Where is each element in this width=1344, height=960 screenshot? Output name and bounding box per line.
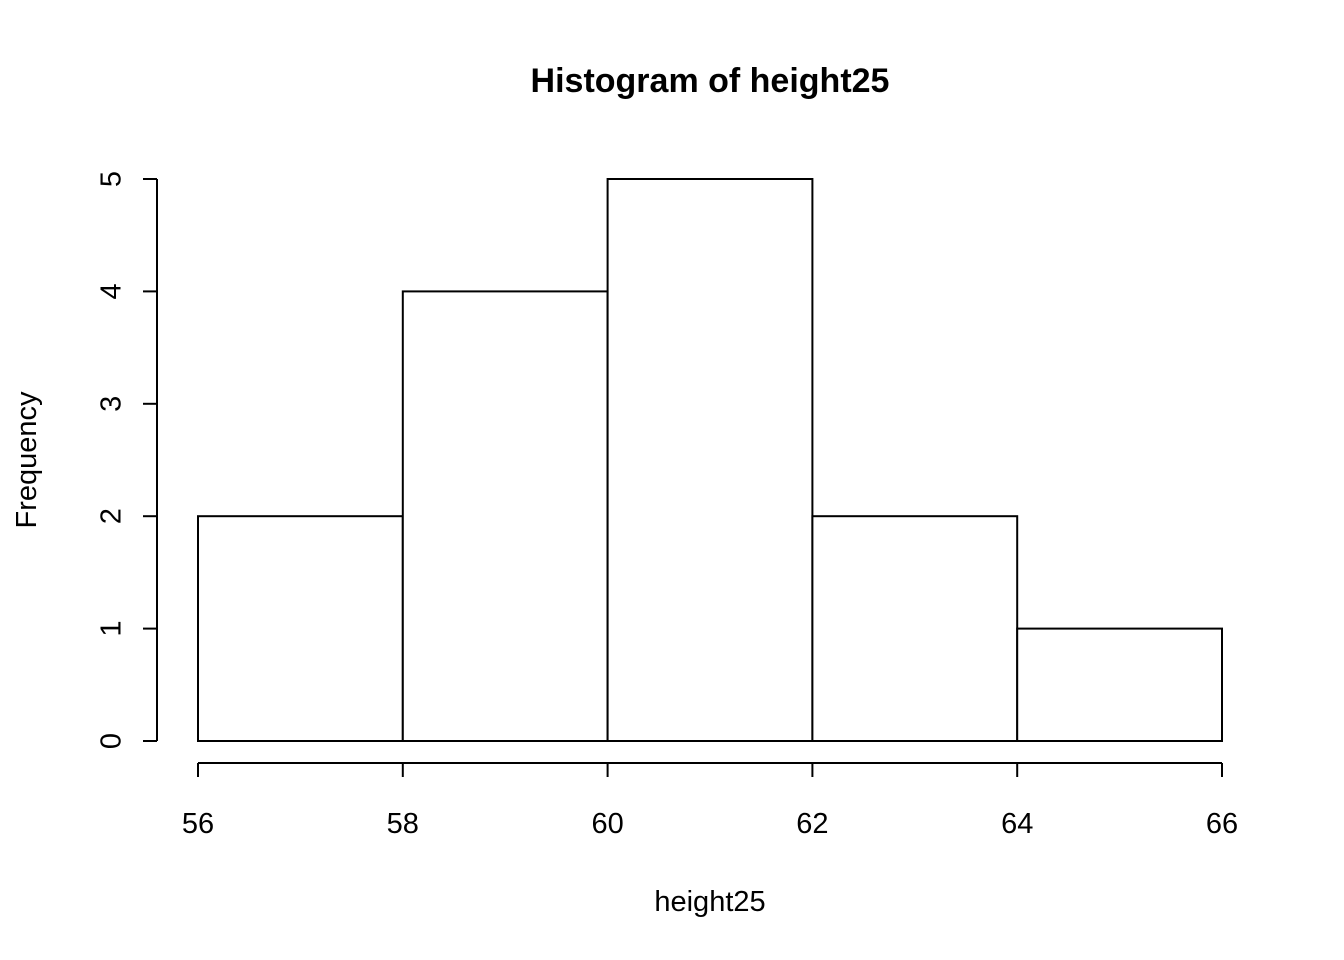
y-tick-label: 4	[96, 283, 128, 299]
y-tick-label: 0	[96, 733, 128, 749]
y-tick-label: 2	[96, 508, 128, 524]
x-tick-label: 66	[1206, 808, 1238, 840]
x-axis: 56 58 60 62 64 66	[182, 762, 1238, 840]
y-axis-label: Frequency	[11, 391, 43, 529]
histogram-bar	[1016, 627, 1224, 742]
x-tick-label: 60	[591, 808, 623, 840]
x-tick-label: 56	[182, 808, 214, 840]
x-tick-label: 64	[1001, 808, 1033, 840]
histogram-bar	[606, 178, 814, 742]
y-axis: 0 1 2 3 4 5	[96, 171, 158, 749]
x-tick-label: 62	[796, 808, 828, 840]
y-tick-label: 1	[96, 621, 128, 637]
y-tick-label: 5	[96, 171, 128, 187]
chart-title: Histogram of height25	[531, 62, 890, 100]
histogram-bar	[401, 290, 609, 742]
y-tick-label: 3	[96, 396, 128, 412]
x-tick-label: 58	[387, 808, 419, 840]
bars-group	[197, 178, 1224, 743]
histogram-bar	[811, 515, 1019, 743]
histogram-bar	[197, 515, 404, 743]
x-axis-label: height25	[654, 886, 765, 918]
